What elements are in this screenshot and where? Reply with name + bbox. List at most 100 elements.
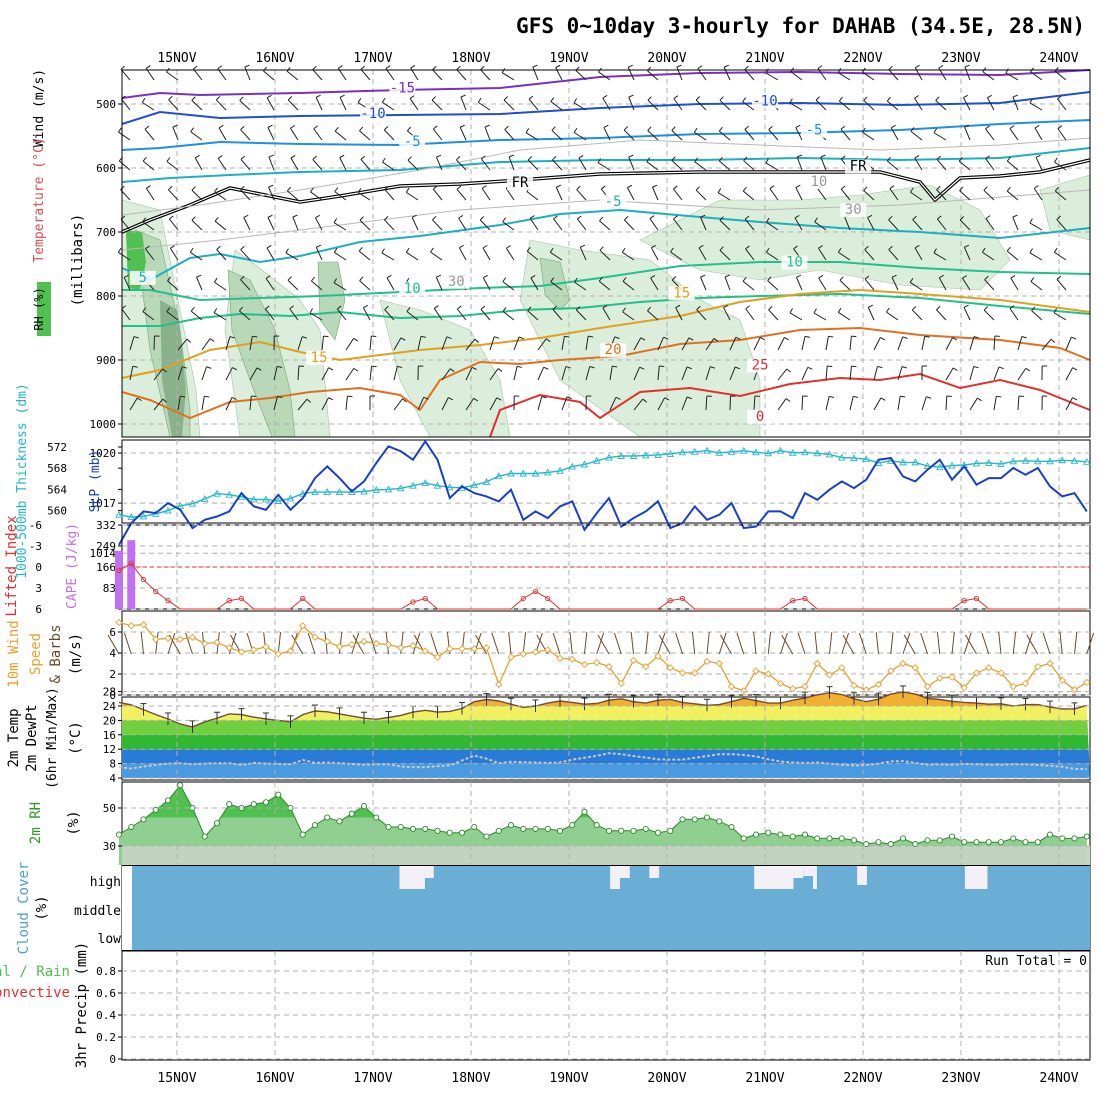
- wind-barb: [993, 396, 997, 411]
- wind-barb: [1056, 219, 1067, 231]
- wind-barb: [825, 366, 828, 381]
- wind-barb: [717, 192, 731, 201]
- wind10-point: [458, 645, 466, 653]
- wind10-point: [176, 635, 184, 643]
- wind-barb-flag: [768, 305, 773, 311]
- isotherm-label-bg: [781, 255, 808, 270]
- wind-barb-flag: [914, 154, 920, 159]
- wind-barb: [945, 367, 954, 381]
- wind-barb: [239, 310, 251, 321]
- wind10-point: [115, 618, 123, 627]
- isotherm-label-bg: [747, 409, 774, 424]
- wind-barb-flag: [1072, 397, 1078, 401]
- wind-barb: [267, 127, 275, 141]
- rh2m-point: [434, 827, 441, 834]
- wind-barb: [244, 66, 251, 81]
- wind-barb: [1029, 222, 1043, 231]
- isotherm-line: [121, 326, 1091, 420]
- wind-barb: [984, 279, 995, 291]
- wind-barb: [585, 336, 589, 351]
- wind-barb-flag: [471, 366, 477, 370]
- wind-barb-flag: [483, 274, 488, 279]
- wind-barb-flag: [473, 397, 479, 402]
- wind-barb-flag: [432, 216, 437, 221]
- wind-barb-flag: [385, 65, 391, 69]
- wind-barb-flag: [543, 366, 549, 370]
- wind-barb: [1017, 368, 1027, 381]
- label-temperature: Temperature (°C): [32, 137, 47, 262]
- rh2m-point: [373, 814, 380, 821]
- wind-barb: [481, 158, 491, 171]
- wind10-point: [152, 635, 160, 643]
- wind-barb-flag: [552, 305, 558, 310]
- wind-barb-flag: [1029, 248, 1033, 254]
- wind-barb-flag: [479, 216, 485, 221]
- wind-barb-flag: [215, 96, 221, 101]
- wind-barb: [405, 191, 419, 201]
- wind10-barb: [963, 632, 972, 655]
- wind10-barb: [630, 632, 634, 655]
- rh2m-point: [875, 839, 882, 846]
- wind-barb-flag: [268, 184, 274, 188]
- wind-barb: [675, 307, 683, 321]
- wind-barb: [914, 247, 923, 261]
- wind-barb: [718, 160, 731, 171]
- wind-barb: [265, 278, 275, 291]
- wind-barb-flag: [497, 368, 503, 372]
- wind-barb-flag: [588, 335, 594, 338]
- rh-tick: 50: [103, 802, 116, 815]
- wind-barb-flag: [998, 366, 1004, 370]
- wind-barb-flag: [886, 96, 891, 102]
- wind-barb-flag: [958, 156, 963, 162]
- wind10-point: [446, 645, 454, 653]
- wind-barb: [321, 367, 330, 381]
- wind-tick: 4: [109, 647, 116, 660]
- wind-barb-flag: [337, 65, 343, 69]
- wind-barb-flag: [217, 65, 223, 70]
- wind-barb: [190, 251, 203, 261]
- wind-barb-flag: [190, 306, 195, 312]
- wind-barb: [700, 276, 707, 291]
- wind-barb-flag: [383, 126, 389, 131]
- wind-barb-flag: [480, 305, 486, 310]
- wind-barb-flag: [987, 94, 993, 99]
- wind-barb-flag: [363, 304, 368, 309]
- wind-barb: [1057, 98, 1067, 111]
- wind-barb-flag: [628, 154, 634, 158]
- wind-barb: [838, 100, 851, 111]
- thickness-point: [764, 449, 773, 457]
- wind-barb-flag: [646, 157, 651, 162]
- rh2m-point: [777, 831, 784, 838]
- wind-barb-flag: [545, 338, 551, 343]
- wind-barb-flag: [734, 366, 740, 370]
- wind-barb: [456, 159, 467, 171]
- wind-barb: [825, 336, 829, 351]
- date-label-bottom: 18NOV: [451, 1071, 490, 1086]
- thickness-point: [801, 448, 809, 456]
- wind-barb-flag: [924, 335, 930, 338]
- date-label-top: 15NOV: [157, 51, 196, 66]
- thickness-point: [911, 458, 920, 466]
- upper-air-frame: [121, 69, 1091, 438]
- wind10-point: [887, 667, 895, 675]
- wind10-barb: [814, 632, 818, 655]
- wind-barb: [484, 126, 491, 141]
- wind-barb: [888, 249, 899, 261]
- lifted-index-point: [238, 595, 245, 602]
- wind-barb: [647, 130, 659, 141]
- wind-barb: [729, 366, 736, 381]
- wind-barb-flag: [456, 156, 461, 161]
- wind-barb: [681, 366, 688, 381]
- wind-barb: [790, 71, 803, 81]
- wind-barb-flag: [983, 306, 989, 311]
- precip-tick: 0.2: [96, 1031, 116, 1044]
- wind-barb-flag: [508, 154, 514, 158]
- wind-barb-flag: [206, 366, 212, 369]
- label-minmax: (6hr Min/Max): [45, 687, 60, 789]
- wind-barb: [315, 97, 323, 111]
- wind-barb: [435, 277, 443, 291]
- isotherm-label-bg: [600, 194, 627, 209]
- isotherm-label: 10: [810, 174, 827, 190]
- wind-barb: [650, 247, 659, 261]
- thickness-point: [127, 513, 136, 520]
